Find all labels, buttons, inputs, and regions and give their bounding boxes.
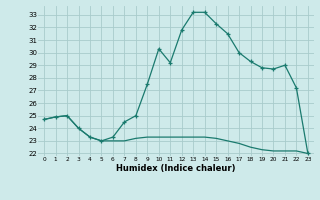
X-axis label: Humidex (Indice chaleur): Humidex (Indice chaleur) — [116, 164, 236, 173]
